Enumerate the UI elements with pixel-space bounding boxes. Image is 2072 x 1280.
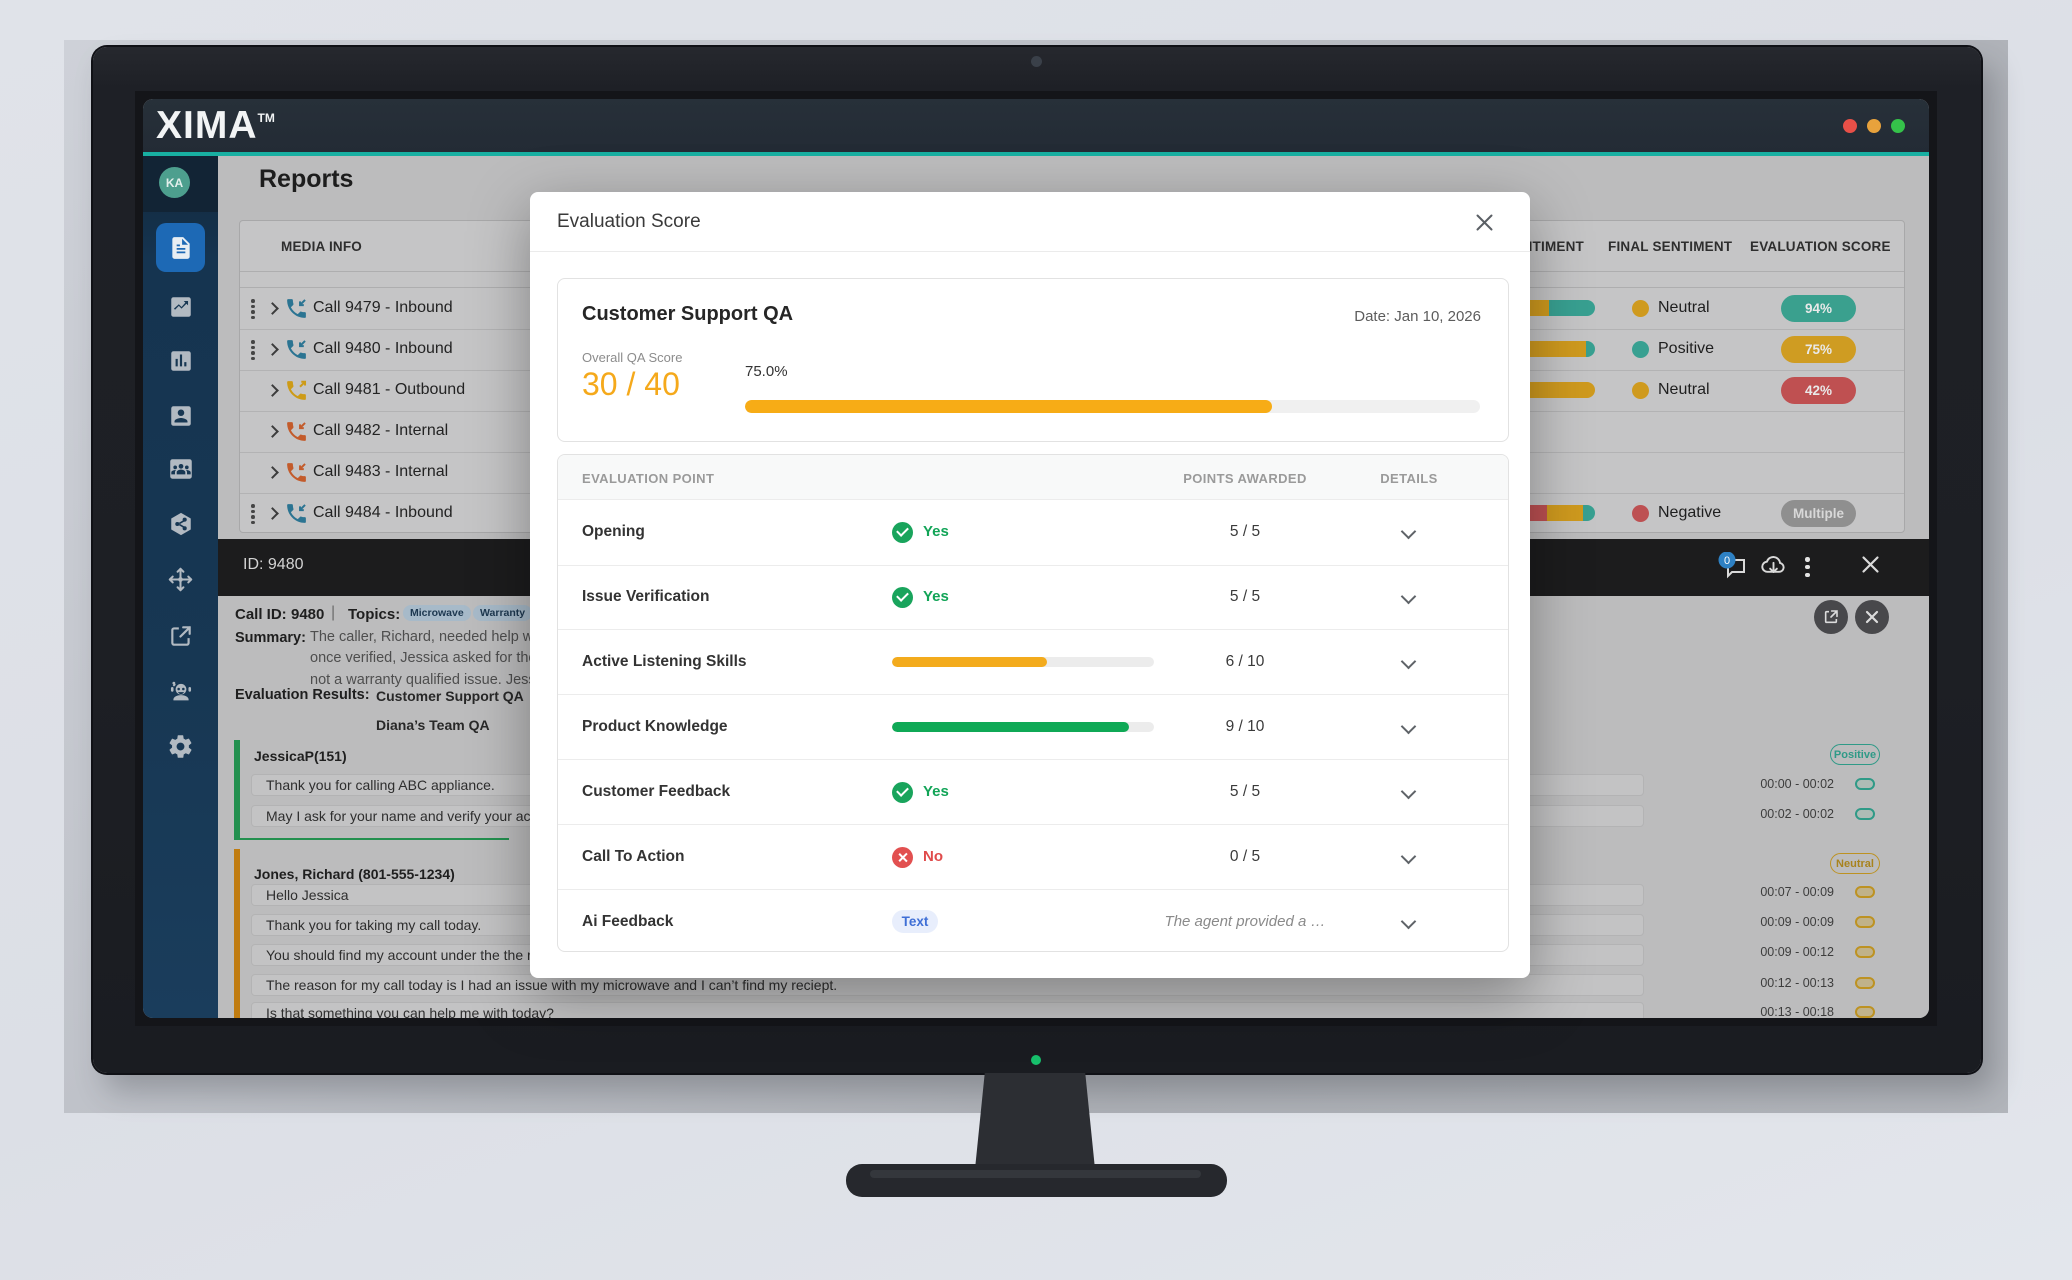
svg-text:0: 0 — [1724, 555, 1730, 567]
